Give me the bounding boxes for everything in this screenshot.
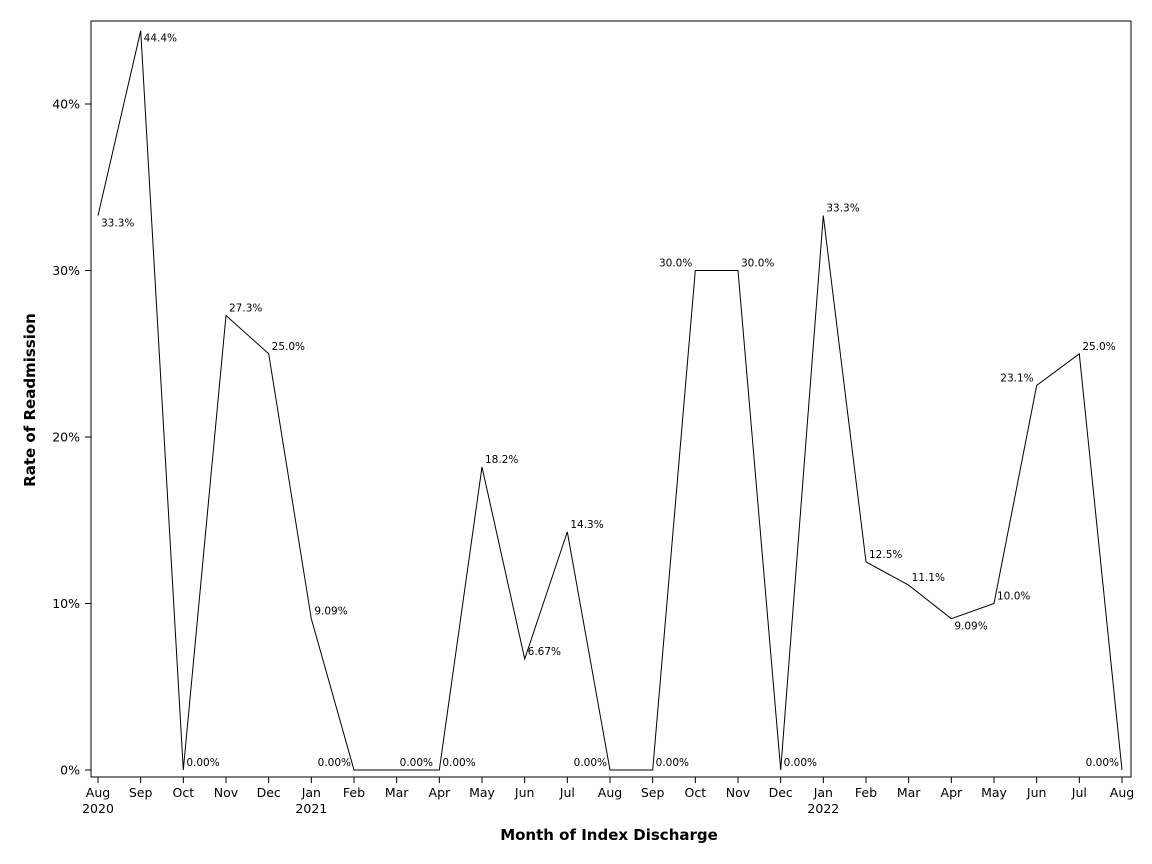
data-label: 18.2%	[485, 454, 518, 466]
data-label: 30.0%	[741, 258, 774, 270]
data-label: 14.3%	[570, 519, 603, 531]
data-label: 30.0%	[659, 258, 692, 270]
y-tick-label: 20%	[52, 430, 80, 445]
data-label: 33.3%	[101, 218, 134, 230]
data-label: 0.00%	[656, 757, 689, 769]
y-tick-label: 30%	[52, 263, 80, 278]
data-label: 0.00%	[400, 757, 433, 769]
x-tick-label: Dec	[257, 785, 281, 800]
x-tick-label: Nov	[214, 785, 239, 800]
x-tick-label: Aug	[86, 785, 110, 800]
y-tick-label: 10%	[52, 596, 80, 611]
data-label: 27.3%	[229, 302, 262, 314]
x-tick-label: May	[469, 785, 495, 800]
x-tick-label: Aug	[598, 785, 622, 800]
x-tick-label: Mar	[385, 785, 409, 800]
data-label: 11.1%	[912, 572, 945, 584]
x-axis-title: Month of Index Discharge	[500, 826, 718, 844]
y-tick-label: 0%	[60, 763, 80, 778]
data-label: 25.0%	[272, 341, 305, 353]
x-year-label: 2022	[807, 801, 839, 816]
data-label: 0.00%	[186, 757, 219, 769]
data-label: 0.00%	[1086, 757, 1119, 769]
x-year-label: 2020	[82, 801, 114, 816]
data-labels: 33.3% 44.4% 0.00% 27.3% 25.0% 9.09% 0.00% 0.00%…	[101, 33, 1119, 769]
x-tick-label: Jul	[559, 785, 575, 800]
x-tick-label: Dec	[769, 785, 793, 800]
x-tick-label: Jun	[514, 785, 535, 800]
x-tick-label: Jun	[1026, 785, 1047, 800]
x-tick-label: May	[981, 785, 1007, 800]
data-label: 33.3%	[826, 203, 859, 215]
x-tick-label: Mar	[897, 785, 921, 800]
y-axis: 0% 10% 20% 30% 40%	[52, 97, 91, 778]
data-label: 0.00%	[442, 757, 475, 769]
data-label: 0.00%	[784, 757, 817, 769]
data-label: 6.67%	[528, 646, 561, 658]
x-tick-label: Apr	[429, 785, 451, 800]
y-axis-title: Rate of Readmission	[21, 313, 39, 487]
x-tick-label: Aug	[1110, 785, 1134, 800]
x-tick-label: Feb	[855, 785, 877, 800]
x-tick-label: Oct	[685, 785, 707, 800]
plot-frame	[90, 20, 1132, 778]
data-label: 44.4%	[144, 33, 177, 45]
x-tick-label: Jan	[301, 785, 321, 800]
x-tick-label: Apr	[941, 785, 963, 800]
data-label: 23.1%	[1000, 372, 1033, 384]
x-tick-label: Sep	[641, 785, 665, 800]
x-tick-label: Jul	[1071, 785, 1087, 800]
series-line	[97, 30, 1123, 771]
x-tick-label: Nov	[726, 785, 751, 800]
data-label: 0.00%	[318, 757, 351, 769]
data-label: 25.0%	[1082, 341, 1115, 353]
x-tick-label: Feb	[343, 785, 365, 800]
data-label: 10.0%	[997, 591, 1030, 603]
data-label: 12.5%	[869, 549, 902, 561]
x-tick-label: Sep	[129, 785, 153, 800]
data-label: 0.00%	[574, 757, 607, 769]
data-label: 9.09%	[314, 606, 347, 618]
y-tick-label: 40%	[52, 97, 80, 112]
x-year-label: 2021	[295, 801, 327, 816]
data-label: 9.09%	[954, 621, 987, 633]
x-tick-label: Oct	[173, 785, 195, 800]
x-axis: Aug Sep Oct Nov Dec Jan Feb Mar Apr May Jun Jul Aug S…	[82, 777, 1134, 816]
x-tick-label: Jan	[813, 785, 833, 800]
